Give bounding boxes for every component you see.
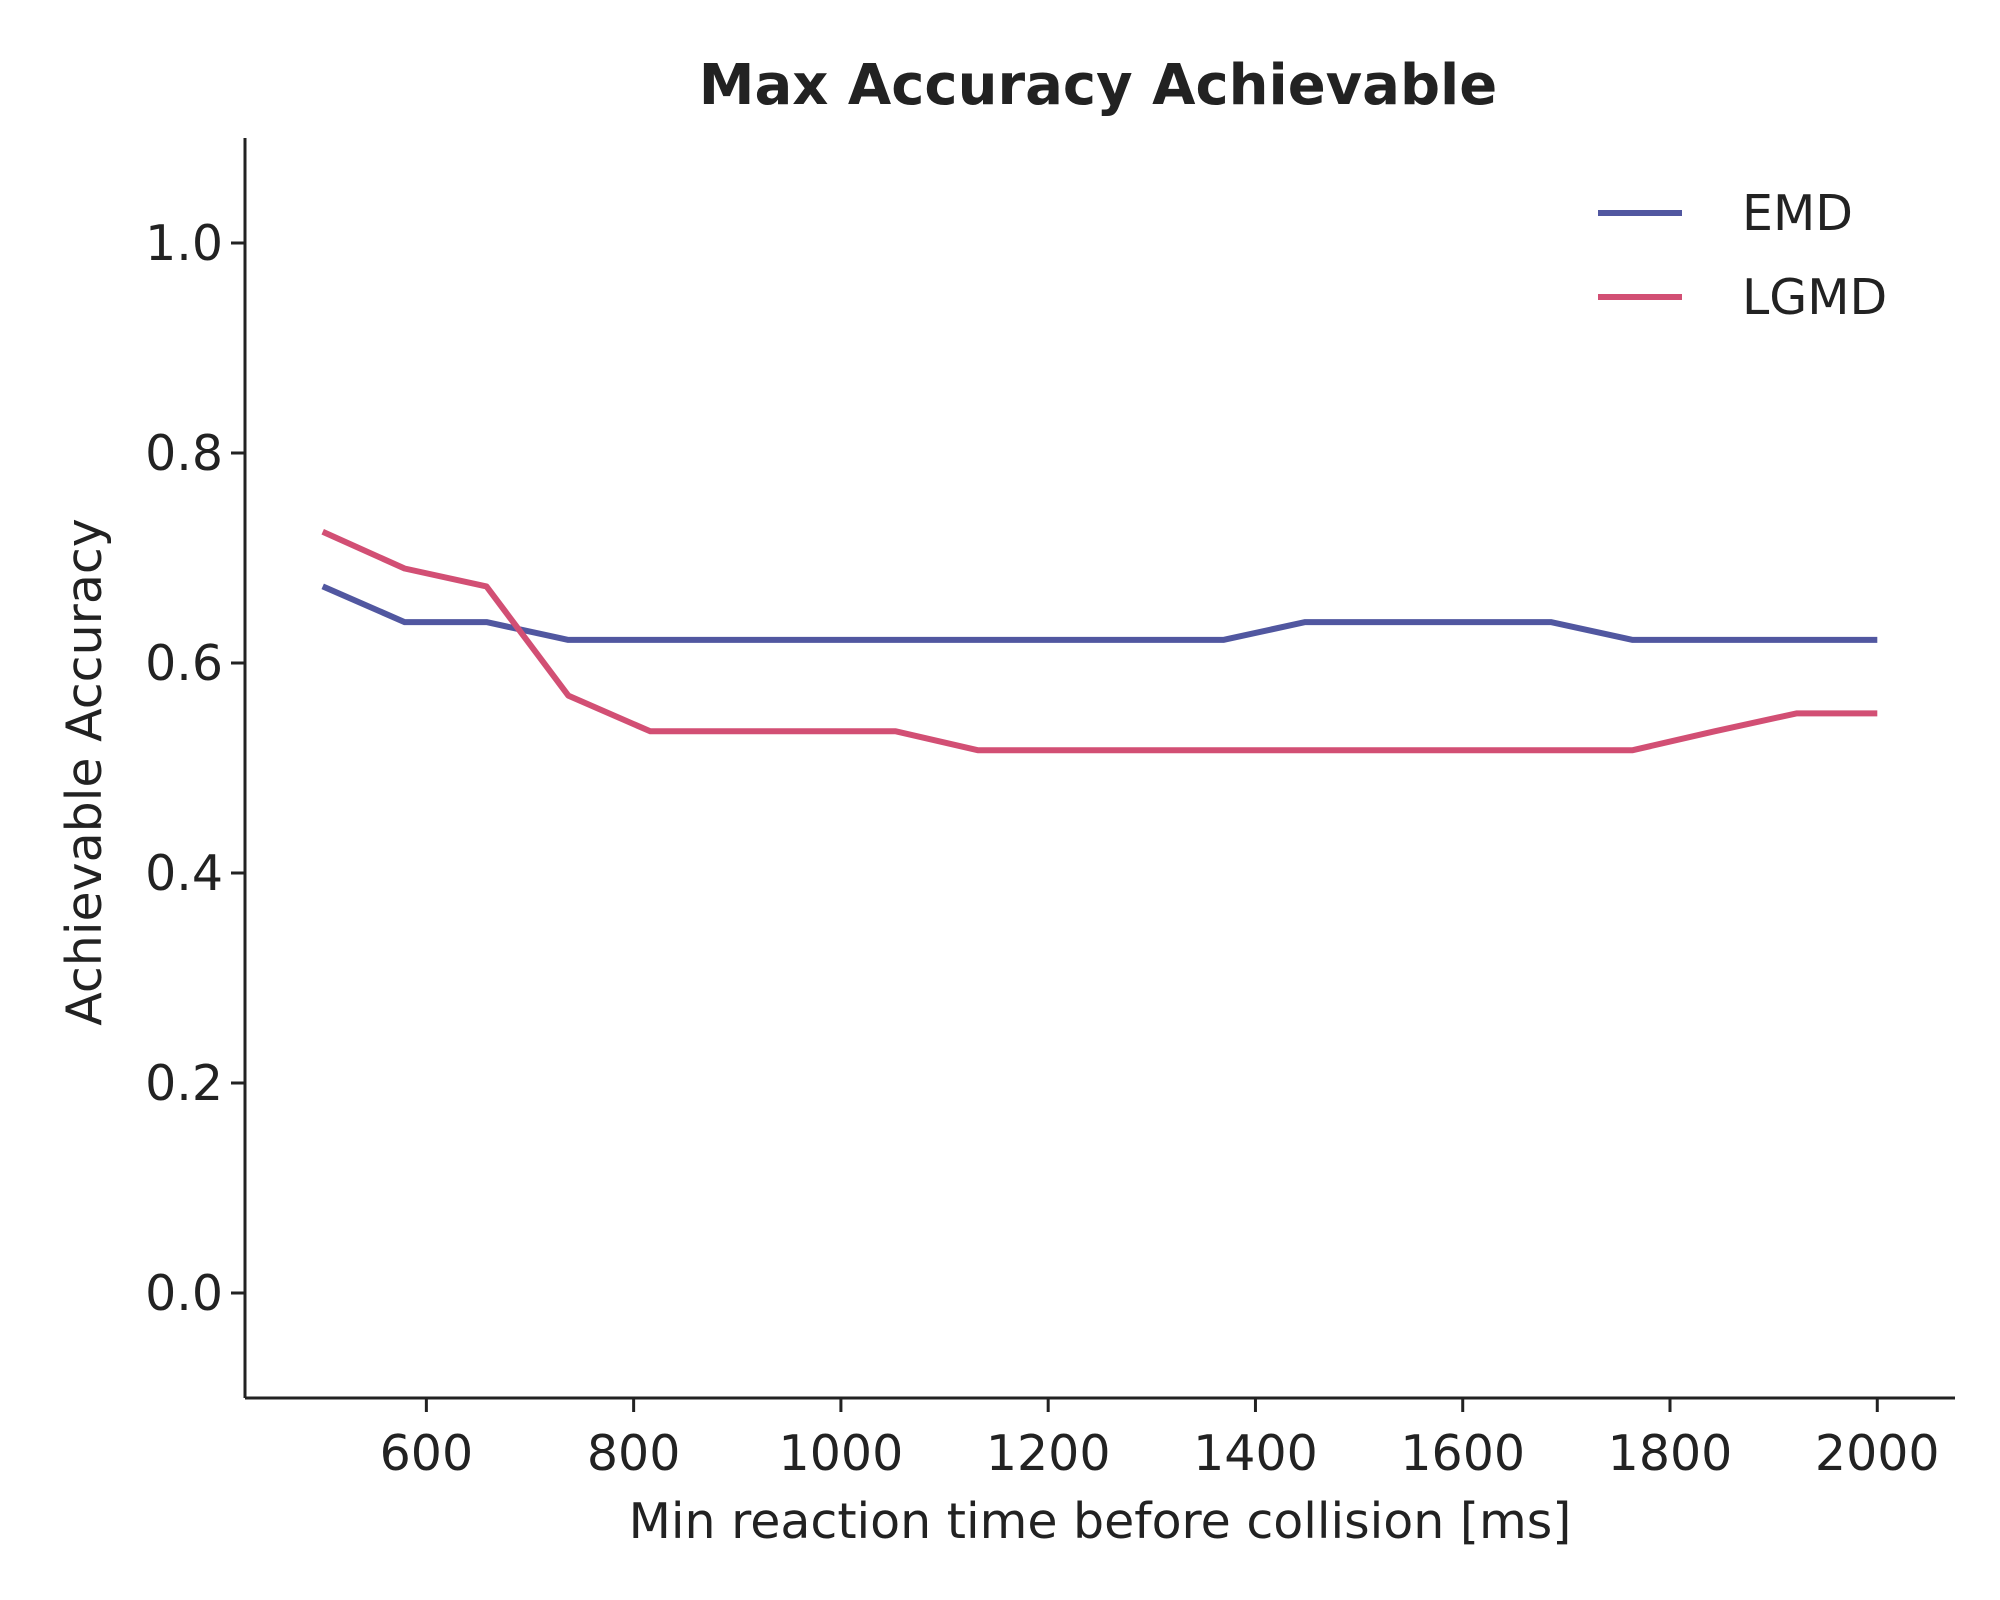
legend-item-emd: EMD <box>1598 185 1853 242</box>
x-tick-label: 1400 <box>1193 1425 1318 1482</box>
y-tick-label: 0.2 <box>145 1055 223 1112</box>
x-tick-label: 800 <box>587 1425 681 1482</box>
x-tick-label: 1200 <box>986 1425 1111 1482</box>
y-tick-label: 0.0 <box>145 1265 223 1322</box>
y-tick-label: 0.6 <box>145 635 223 692</box>
x-tick-label: 1800 <box>1608 1425 1733 1482</box>
plot-area: 600 800 1000 1200 1400 1600 1800 2000 0.0 0.2 0.4… <box>145 138 1955 1482</box>
x-tick-label: 2000 <box>1815 1425 1940 1482</box>
chart-title: Max Accuracy Achievable <box>699 53 1497 118</box>
x-axis-ticks: 600 800 1000 1200 1400 1600 1800 2000 <box>380 1398 1940 1482</box>
legend-label: LGMD <box>1742 269 1887 326</box>
legend: EMD LGMD <box>1598 185 1887 326</box>
y-tick-label: 1.0 <box>145 215 223 272</box>
legend-item-lgmd: LGMD <box>1598 269 1887 326</box>
series-line-lgmd <box>321 529 1878 754</box>
legend-label: EMD <box>1742 185 1853 242</box>
series-lines <box>321 529 1878 754</box>
x-tick-label: 1600 <box>1400 1425 1525 1482</box>
x-tick-label: 1000 <box>779 1425 904 1482</box>
y-tick-label: 0.4 <box>145 845 223 902</box>
y-axis-label: Achievable Accuracy <box>56 518 113 1026</box>
y-axis-ticks: 0.0 0.2 0.4 0.6 0.8 1.0 <box>145 215 245 1322</box>
x-axis-label: Min reaction time before collision [ms] <box>629 1493 1572 1550</box>
y-tick-label: 0.8 <box>145 425 223 482</box>
x-tick-label: 600 <box>380 1425 474 1482</box>
series-line-emd <box>321 583 1878 643</box>
